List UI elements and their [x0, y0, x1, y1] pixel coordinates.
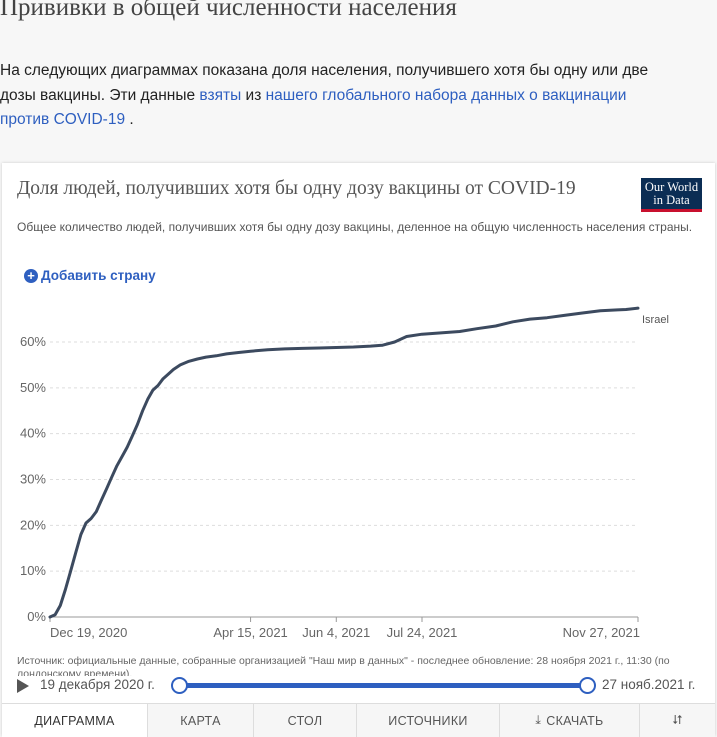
tab-table[interactable]: СТОЛ: [254, 704, 357, 737]
grid-lines: [50, 341, 638, 618]
play-icon[interactable]: [17, 679, 29, 693]
timeline-start-handle[interactable]: [171, 677, 188, 694]
x-axis: Dec 19, 2020 Apr 15, 2021 Jun 4, 2021 Jul 2…: [49, 617, 640, 640]
intro-text-3: .: [125, 111, 134, 128]
y-tick-label: 50%: [20, 380, 46, 395]
add-country-button[interactable]: + Добавить страну: [24, 268, 156, 283]
global-dataset-link[interactable]: нашего глобального набора данных о вакци…: [0, 86, 627, 129]
timeline: 19 декабря 2020 г. 27 нояб.2021 г.: [2, 676, 715, 696]
timeline-start-label: 19 декабря 2020 г.: [40, 677, 155, 692]
chart-card: Доля людей, получивших хотя бы одну дозу…: [2, 163, 715, 737]
owid-logo[interactable]: Our World in Data: [641, 178, 702, 212]
tab-download[interactable]: ⤓ СКАЧАТЬ: [500, 704, 640, 737]
series-group: Israel: [48, 306, 669, 619]
tab-chart[interactable]: ДИАГРАММА: [2, 704, 148, 737]
chart-subtitle: Общее количество людей, получивших хотя …: [17, 220, 693, 234]
x-tick-label: Apr 15, 2021: [213, 625, 287, 640]
x-tick-label: Jul 24, 2021: [387, 625, 458, 640]
x-tick-label: Nov 27, 2021: [563, 625, 640, 640]
share-button[interactable]: ⮃: [640, 704, 715, 737]
x-tick-label: Dec 19, 2020: [50, 625, 127, 640]
timeline-end-label: 27 нояб.2021 г.: [602, 677, 696, 692]
intro-paragraph: На следующих диаграммах показана доля на…: [0, 59, 650, 133]
x-tick-label: Jun 4, 2021: [302, 625, 370, 640]
y-tick-label: 60%: [20, 334, 46, 349]
y-tick-label: 0%: [27, 609, 46, 624]
tab-bar: ДИАГРАММА КАРТА СТОЛ ИСТОЧНИКИ ⤓ СКАЧАТЬ…: [2, 703, 715, 737]
logo-line-1: Our World: [644, 180, 699, 194]
tab-sources[interactable]: ИСТОЧНИКИ: [357, 704, 500, 737]
intro-text-1: На следующих диаграммах показана доля на…: [0, 62, 649, 104]
series-label[interactable]: Israel: [642, 314, 669, 326]
series-line-israel[interactable]: [48, 306, 640, 619]
data-source-link[interactable]: взяты: [199, 86, 242, 104]
add-country-label: Добавить страну: [41, 268, 156, 283]
timeline-track[interactable]: [177, 683, 587, 688]
chart-title: Доля людей, получивших хотя бы одну дозу…: [17, 178, 576, 199]
tab-map[interactable]: КАРТА: [148, 704, 254, 737]
y-tick-label: 30%: [20, 472, 46, 487]
download-icon: ⤓: [535, 713, 542, 727]
timeline-end-handle[interactable]: [579, 677, 596, 694]
y-tick-label: 10%: [20, 563, 46, 578]
plus-circle-icon: +: [24, 268, 38, 283]
logo-line-2: in Data: [653, 193, 690, 207]
tab-download-label: СКАЧАТЬ: [546, 713, 604, 728]
page-title: Прививки в общей численности населения: [0, 0, 457, 21]
line-chart: 0% 10% 20% 30% 40% 50% 60% Dec 19, 2020 Apr 15,…: [20, 306, 669, 640]
share-icon: ⮃: [672, 713, 683, 727]
intro-text-2: из: [241, 86, 266, 104]
y-tick-label: 20%: [20, 517, 46, 532]
y-tick-label: 40%: [20, 426, 46, 441]
y-axis: 0% 10% 20% 30% 40% 50% 60%: [20, 334, 46, 624]
